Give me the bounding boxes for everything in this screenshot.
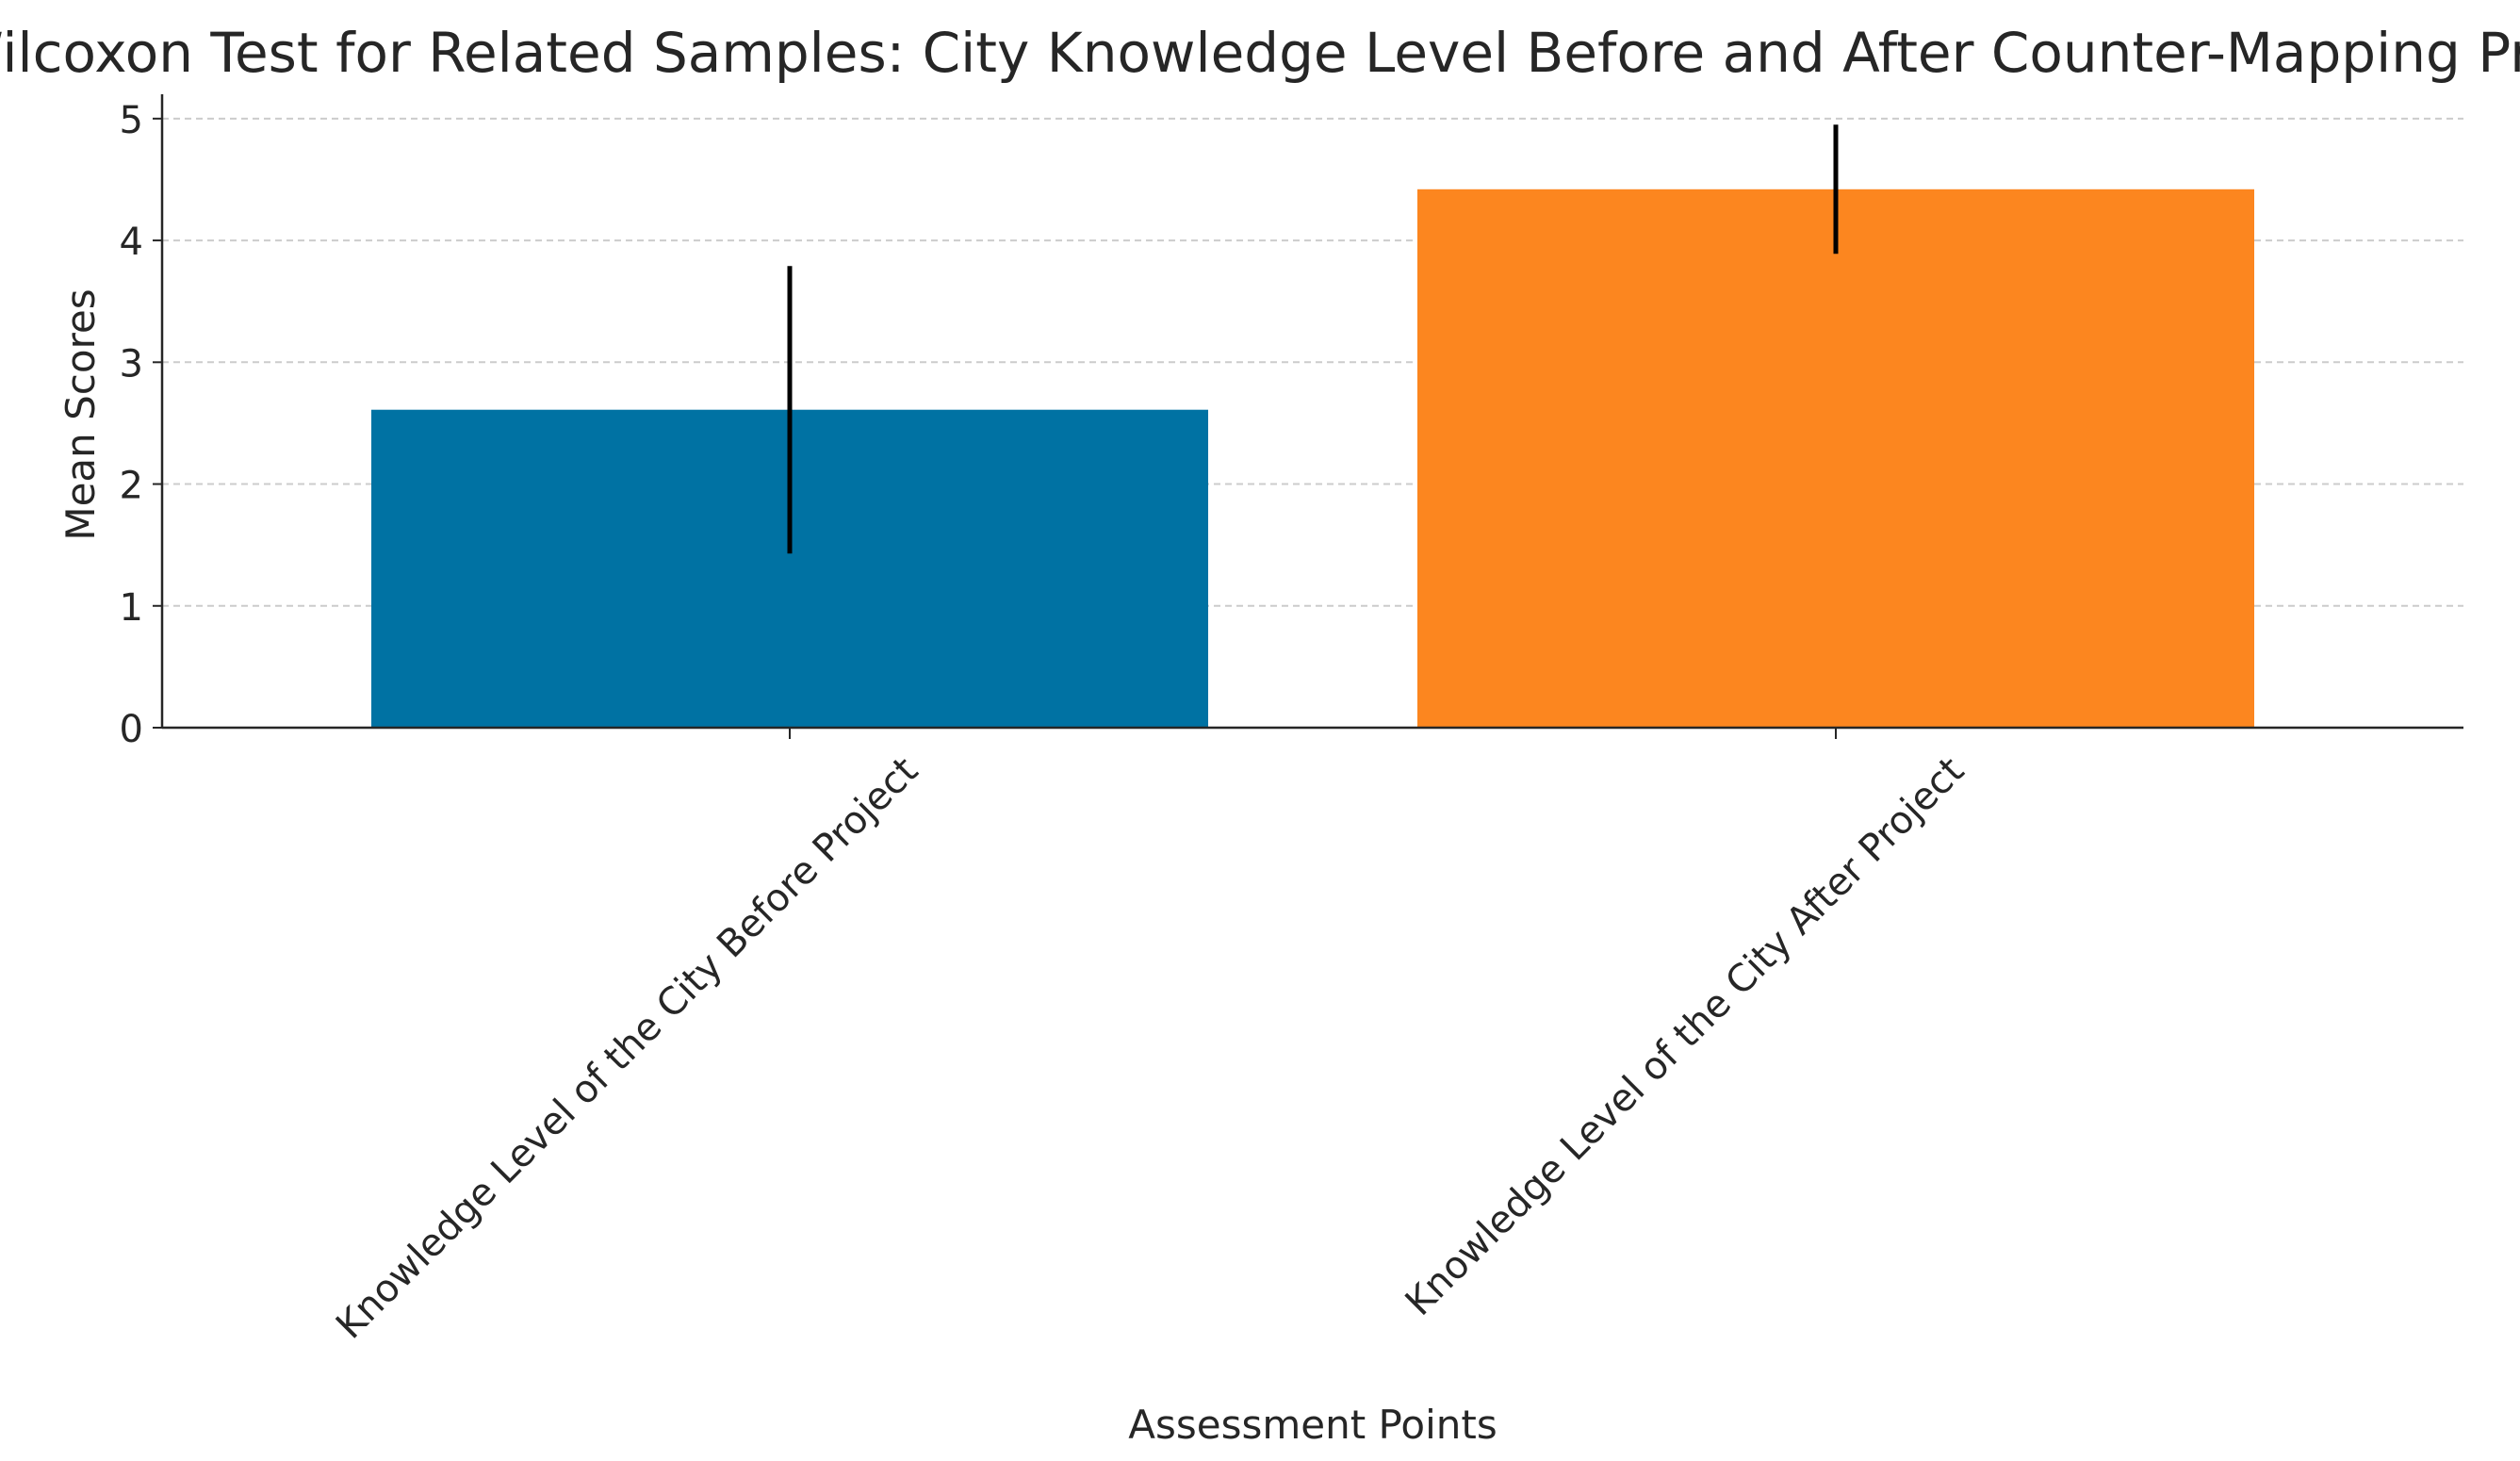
x-axis-label: Assessment Points: [1128, 1402, 1497, 1448]
y-axis-label: Mean Scores: [57, 288, 104, 540]
y-tick-label: 2: [120, 465, 143, 508]
y-tick-label: 4: [120, 221, 143, 264]
chart-title: Wilcoxon Test for Related Samples: City …: [0, 21, 2520, 85]
y-tick-label: 3: [120, 342, 143, 386]
x-tick-label: Knowledge Level of the City Before Proje…: [328, 749, 926, 1348]
bar: [1417, 189, 2254, 729]
y-tick-label: 1: [120, 586, 143, 630]
bars: [371, 189, 2254, 729]
axes: [153, 94, 2463, 739]
x-tick-label: Knowledge Level of the City After Projec…: [1398, 749, 1972, 1324]
y-tick-label: 0: [120, 708, 143, 751]
error-bars: [787, 124, 1839, 554]
y-tick-label: 5: [120, 99, 143, 142]
